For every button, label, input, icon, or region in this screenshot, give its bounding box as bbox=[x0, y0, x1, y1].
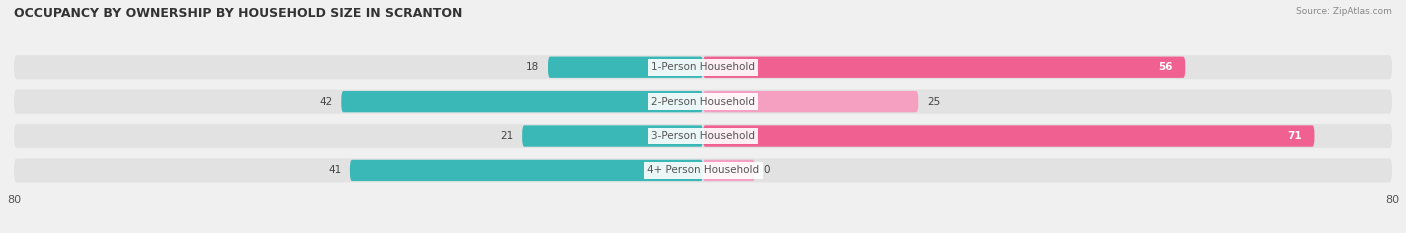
FancyBboxPatch shape bbox=[14, 158, 1392, 182]
Text: 3-Person Household: 3-Person Household bbox=[651, 131, 755, 141]
Text: 1-Person Household: 1-Person Household bbox=[651, 62, 755, 72]
Text: 0: 0 bbox=[763, 165, 769, 175]
Text: OCCUPANCY BY OWNERSHIP BY HOUSEHOLD SIZE IN SCRANTON: OCCUPANCY BY OWNERSHIP BY HOUSEHOLD SIZE… bbox=[14, 7, 463, 20]
FancyBboxPatch shape bbox=[703, 125, 1315, 147]
Text: Source: ZipAtlas.com: Source: ZipAtlas.com bbox=[1296, 7, 1392, 16]
Text: 41: 41 bbox=[328, 165, 342, 175]
Text: 25: 25 bbox=[927, 97, 941, 107]
FancyBboxPatch shape bbox=[14, 90, 1392, 114]
FancyBboxPatch shape bbox=[548, 57, 703, 78]
Text: 42: 42 bbox=[319, 97, 333, 107]
Text: 4+ Person Household: 4+ Person Household bbox=[647, 165, 759, 175]
Text: 56: 56 bbox=[1157, 62, 1173, 72]
Text: 2-Person Household: 2-Person Household bbox=[651, 97, 755, 107]
FancyBboxPatch shape bbox=[14, 124, 1392, 148]
FancyBboxPatch shape bbox=[350, 160, 703, 181]
FancyBboxPatch shape bbox=[703, 57, 1185, 78]
FancyBboxPatch shape bbox=[703, 160, 755, 181]
Text: 71: 71 bbox=[1286, 131, 1302, 141]
FancyBboxPatch shape bbox=[703, 91, 918, 112]
FancyBboxPatch shape bbox=[14, 55, 1392, 79]
Text: 21: 21 bbox=[501, 131, 513, 141]
Text: 18: 18 bbox=[526, 62, 540, 72]
FancyBboxPatch shape bbox=[522, 125, 703, 147]
FancyBboxPatch shape bbox=[342, 91, 703, 112]
